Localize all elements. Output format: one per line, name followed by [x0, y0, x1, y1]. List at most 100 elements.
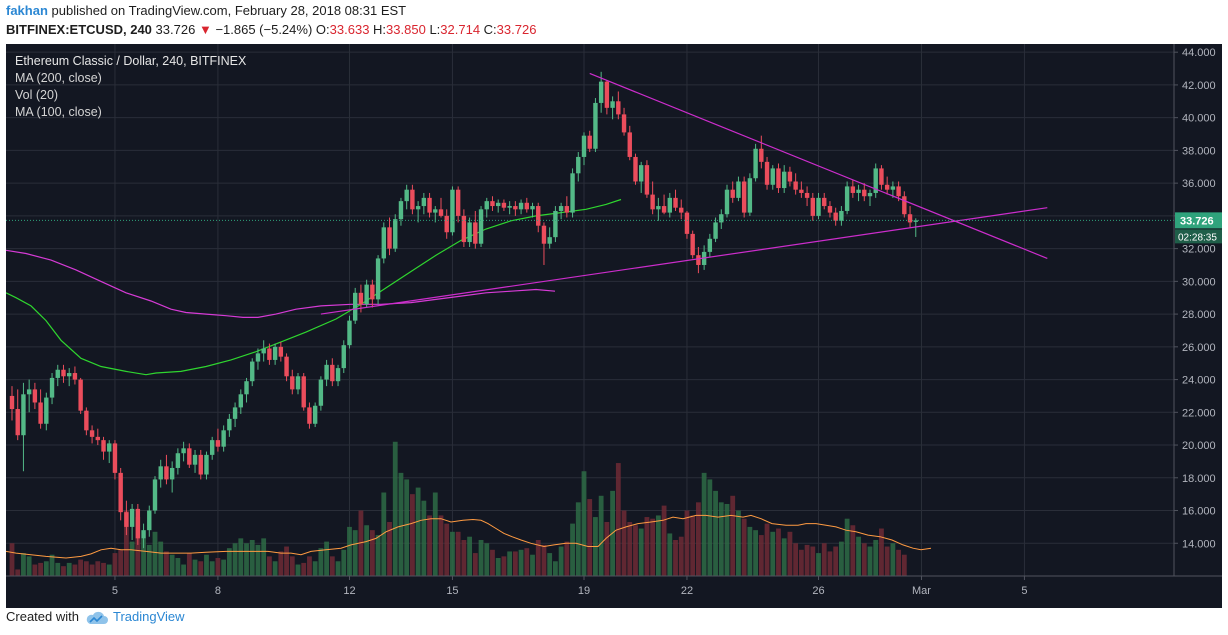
volume-bar	[318, 548, 324, 576]
volume-bar	[307, 556, 312, 576]
volume-bar	[209, 561, 215, 576]
volume-bar	[816, 553, 821, 576]
candle-down	[644, 165, 650, 195]
candle-up	[26, 389, 32, 395]
volume-bar	[284, 546, 289, 576]
price-chart[interactable]: 44.00042.00040.00038.00036.00034.00032.0…	[6, 44, 1222, 608]
candle-down	[473, 222, 478, 244]
volume-bar	[398, 472, 404, 576]
time-tick-label: 5	[112, 585, 118, 597]
current-price-tag	[1175, 212, 1222, 229]
candle-up	[398, 201, 404, 220]
candle-up	[324, 364, 329, 380]
candle-up	[175, 453, 181, 468]
volume-bar	[249, 539, 255, 576]
candle-up	[158, 466, 163, 480]
volume-bar	[678, 536, 684, 576]
candle-down	[61, 369, 66, 377]
candle-down	[32, 389, 38, 403]
candle-down	[627, 132, 632, 157]
footer: Created with TradingView	[6, 609, 185, 626]
close-value: 33.726	[496, 22, 537, 37]
volume-bar	[455, 531, 461, 576]
candle-down	[307, 407, 312, 424]
created-with-label: Created with	[6, 609, 79, 624]
candle-down	[72, 373, 78, 380]
candle-up	[21, 394, 26, 436]
countdown-label: 02:28:35	[1178, 232, 1217, 243]
price-axis-bg	[1174, 44, 1222, 608]
volume-bar	[718, 502, 724, 576]
candle-down	[9, 395, 15, 410]
candle-down	[884, 184, 890, 190]
candle-up	[335, 368, 341, 382]
tradingview-link[interactable]: TradingView	[112, 609, 185, 624]
candle-up	[238, 394, 243, 408]
volume-bar	[221, 559, 227, 576]
volume-bar	[621, 510, 627, 576]
price-tick-label: 14.000	[1182, 538, 1216, 550]
candle-down	[444, 215, 449, 233]
candle-up	[530, 206, 535, 210]
legend-ma200: MA (200, close)	[15, 71, 102, 85]
volume-bar	[312, 561, 318, 576]
candle-down	[730, 189, 735, 198]
volume-bar	[850, 525, 856, 576]
volume-bar	[141, 538, 146, 576]
volume-bar	[793, 543, 799, 576]
candle-down	[822, 197, 827, 207]
candle-down	[804, 192, 810, 198]
price-tick-label: 44.000	[1182, 47, 1216, 59]
candle-down	[673, 197, 678, 208]
candle-up	[272, 346, 278, 360]
volume-bar	[61, 566, 66, 576]
candle-up	[558, 206, 564, 211]
candle-up	[44, 397, 49, 424]
candle-up	[312, 405, 318, 424]
volume-bar	[615, 463, 621, 576]
candle-up	[547, 237, 552, 244]
price-axis[interactable]: 44.00042.00040.00038.00036.00034.00032.0…	[1173, 44, 1222, 608]
author-link[interactable]: fakhan	[6, 3, 48, 18]
volume-bar	[810, 546, 816, 576]
candle-up	[341, 345, 346, 369]
volume-bar	[564, 541, 570, 576]
volume-bar	[329, 556, 335, 576]
high-value: 33.850	[386, 22, 426, 37]
volume-bar	[444, 523, 450, 576]
time-tick-label: 19	[578, 585, 590, 597]
time-tick-label: 8	[215, 585, 221, 597]
volume-bar	[364, 525, 370, 576]
candle-down	[793, 181, 798, 190]
volume-bar	[512, 551, 518, 576]
candle-up	[152, 479, 158, 511]
volume-bar	[438, 515, 444, 576]
candle-up	[227, 418, 232, 431]
candle-up	[496, 202, 501, 207]
volume-bar	[770, 531, 776, 576]
volume-ma-line	[6, 514, 932, 559]
candle-down	[776, 168, 781, 189]
volume-bar	[541, 544, 547, 576]
time-tick-label: 12	[343, 585, 355, 597]
volume-bar	[518, 549, 524, 576]
volume-bar	[381, 492, 387, 576]
chart-legend: Ethereum Classic / Dollar, 240, BITFINEX…	[15, 53, 246, 121]
candle-down	[38, 402, 43, 424]
legend-title: Ethereum Classic / Dollar, 240, BITFINEX	[15, 54, 247, 68]
time-axis[interactable]: 5 8 12 15 19 22 26 Mar 5	[6, 575, 1222, 608]
candle-up	[192, 454, 198, 465]
volume-bar	[369, 530, 375, 576]
time-tick-label: 5	[1021, 585, 1027, 597]
candle-up	[49, 377, 55, 398]
volume-bar	[278, 551, 284, 576]
candle-up	[844, 186, 850, 211]
trend-lines[interactable]	[6, 72, 1174, 315]
candle-down	[112, 443, 118, 473]
candle-down	[759, 148, 764, 162]
candle-up	[147, 510, 152, 531]
volume-bar	[72, 564, 78, 576]
candle-down	[187, 448, 192, 465]
open-label: O:	[315, 22, 330, 37]
candle-up	[232, 407, 238, 419]
